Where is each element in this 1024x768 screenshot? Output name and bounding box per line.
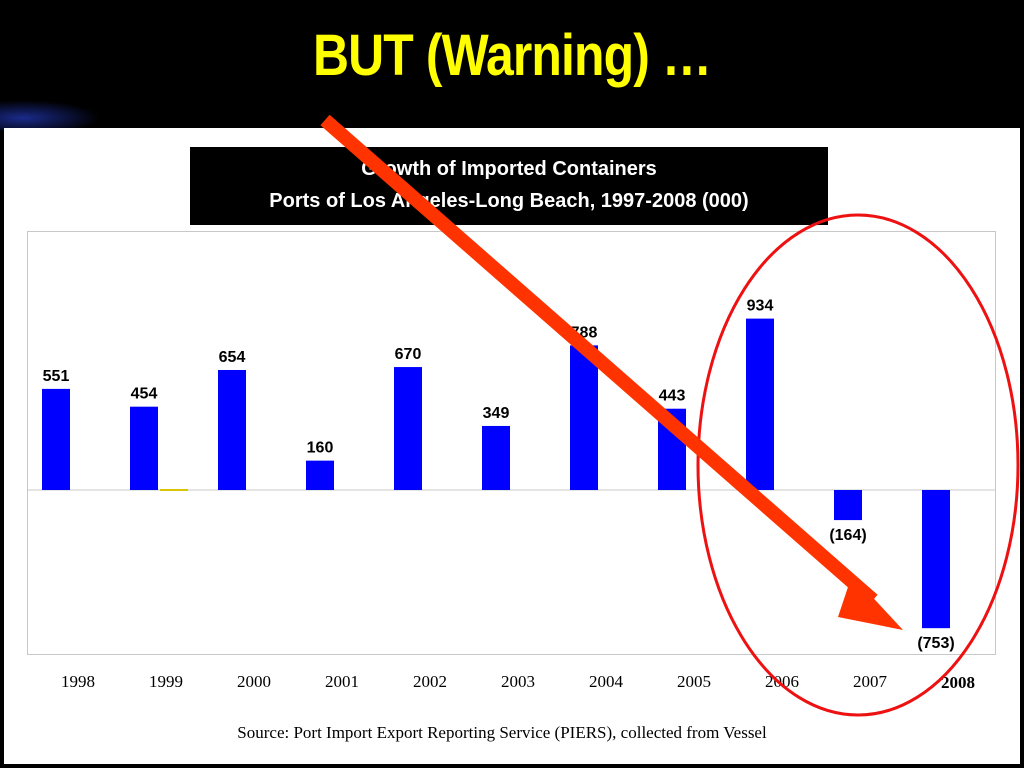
bar-2007 — [834, 490, 862, 521]
chart-title: Growth of Imported Containers — [361, 158, 657, 180]
bar-2000 — [218, 369, 246, 490]
data-label-2000: 654 — [219, 349, 246, 366]
data-label-2007: (164) — [829, 527, 866, 544]
slide-title: BUT (Warning) … — [312, 23, 712, 88]
source-note: Source: Port Import Export Reporting Ser… — [237, 723, 767, 742]
category-label-2005: 2005 — [677, 672, 711, 691]
category-label-2003: 2003 — [501, 672, 535, 691]
category-label-2008: 2008 — [941, 673, 975, 692]
category-label-2002: 2002 — [413, 672, 447, 691]
bar-1998 — [42, 388, 70, 490]
category-label-2000: 2000 — [237, 672, 271, 691]
warning-arrow-shaft — [320, 114, 878, 606]
data-label-1999: 454 — [131, 386, 158, 403]
bar-2006 — [746, 318, 774, 490]
bar-2002 — [394, 367, 422, 490]
data-label-1998: 551 — [43, 368, 70, 385]
data-label-2006: 934 — [747, 298, 774, 315]
category-label-2007: 2007 — [853, 672, 888, 691]
data-label-2001: 160 — [307, 440, 334, 457]
chart-panel — [4, 128, 1020, 764]
bar-2004 — [570, 345, 598, 490]
bar-2008 — [922, 490, 950, 629]
plot-area-frame — [27, 231, 996, 655]
decorative-glow — [0, 100, 100, 130]
chart-title-box: Growth of Imported Containers Ports of L… — [190, 147, 828, 225]
data-label-2005: 443 — [659, 388, 686, 405]
data-label-2003: 349 — [483, 405, 510, 422]
data-label-2008: (753) — [917, 635, 954, 652]
category-label-1999: 1999 — [149, 672, 183, 691]
data-label-2002: 670 — [395, 346, 422, 363]
category-label-1998: 1998 — [61, 672, 95, 691]
bar-2003 — [482, 425, 510, 490]
highlight-circle — [696, 213, 1020, 717]
category-label-2001: 2001 — [325, 672, 359, 691]
bar-1999 — [130, 406, 158, 490]
category-label-2004: 2004 — [589, 672, 624, 691]
warning-arrow-head — [838, 575, 903, 630]
bar-2001 — [306, 460, 334, 490]
chart-subtitle: Ports of Los Angeles-Long Beach, 1997-20… — [269, 190, 749, 212]
